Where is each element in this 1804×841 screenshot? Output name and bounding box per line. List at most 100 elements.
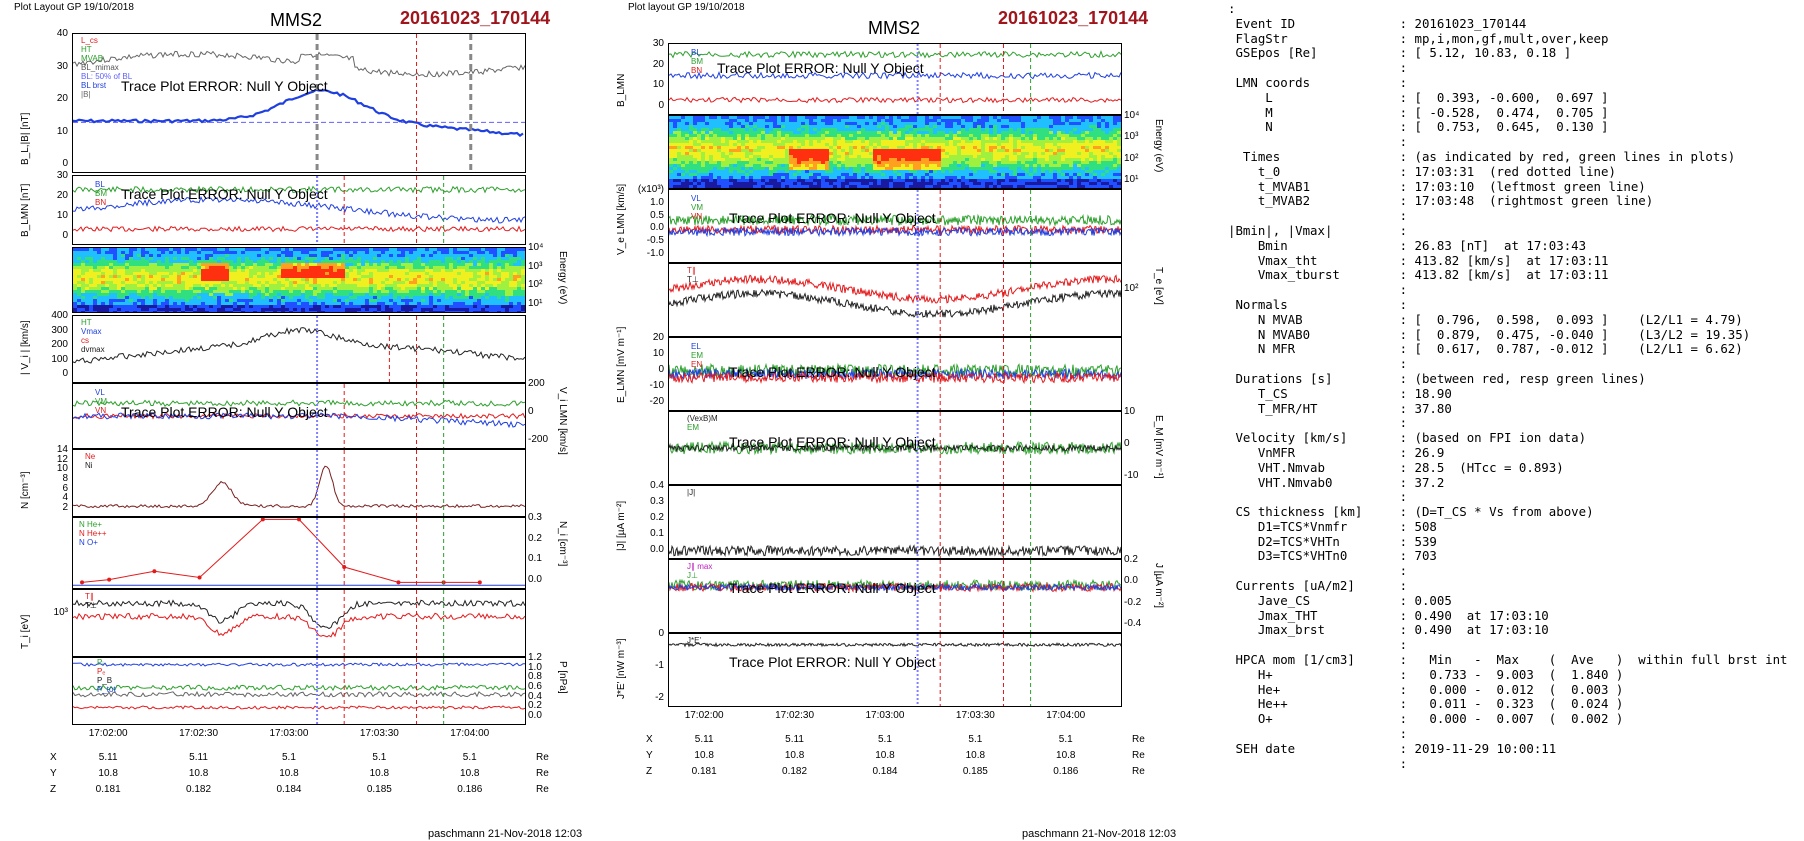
spectrogram-cell [981, 167, 985, 170]
spectrogram-cell [953, 128, 957, 131]
spectrogram-cell [1009, 134, 1013, 137]
legend-item: T⊥ [85, 601, 97, 610]
spectrogram-cell [829, 170, 833, 173]
spectrogram-cell [405, 254, 409, 257]
spectrogram-cell [481, 269, 485, 272]
spectrogram-cell [437, 296, 441, 299]
spectrogram-cell [481, 251, 485, 254]
spectrogram-cell [973, 173, 977, 176]
spectrogram-cell [121, 311, 125, 312]
spectrogram-cell [237, 287, 241, 290]
spectrogram-cell [513, 254, 517, 257]
spectrogram-cell [765, 152, 769, 155]
spectrogram-cell [189, 299, 193, 302]
spectrogram-cell [393, 299, 397, 302]
spectrogram-cell [253, 269, 257, 272]
spectrogram-cell [273, 260, 277, 263]
spectrogram-cell [493, 287, 497, 290]
spectrogram-cell [341, 266, 345, 269]
spectrogram-cell [77, 263, 81, 266]
spectrogram-cell [441, 269, 445, 272]
spectrogram-cell [401, 302, 405, 305]
spectrogram-cell [973, 116, 977, 119]
spectrogram-cell [693, 140, 697, 143]
spectrogram-cell [789, 122, 793, 125]
spectrogram-cell [353, 251, 357, 254]
spectrogram-cell [473, 269, 477, 272]
spectrogram-cell [901, 155, 905, 158]
spectrogram-cell [349, 287, 353, 290]
spectrogram-cell [977, 134, 981, 137]
mid-layout-label: Plot layout GP 19/10/2018 [628, 2, 745, 13]
spectrogram-cell [697, 122, 701, 125]
spectrogram-cell [125, 278, 129, 281]
spectrogram-cell [893, 161, 897, 164]
spectrogram-cell [261, 272, 265, 275]
spectrogram-cell [837, 173, 841, 176]
spectrogram-cell [117, 287, 121, 290]
spectrogram-cell [293, 284, 297, 287]
spectrogram-cell [717, 125, 721, 128]
spectrogram-cell [821, 134, 825, 137]
spectrogram-cell [1117, 155, 1121, 158]
spectrogram-cell [433, 272, 437, 275]
spectrogram-cell [305, 263, 309, 266]
spectrogram-cell [453, 284, 457, 287]
spectrogram-cell [509, 251, 513, 254]
left-panel-hpca-density: N He+ N He++ N O+ [72, 517, 526, 589]
spectrogram-cell [773, 176, 777, 179]
spectrogram-cell [485, 305, 489, 308]
spectrogram-cell [317, 308, 321, 311]
spectrogram-cell [309, 248, 313, 251]
spectrogram-cell [841, 167, 845, 170]
spectrogram-cell [453, 311, 457, 312]
spectrogram-cell [881, 149, 885, 152]
spectrogram-cell [921, 170, 925, 173]
spectrogram-cell [261, 263, 265, 266]
spectrogram-cell [205, 284, 209, 287]
spectrogram-cell [329, 263, 333, 266]
spectrogram-cell [973, 143, 977, 146]
spectrogram-cell [865, 119, 869, 122]
spectrogram-cell [129, 296, 133, 299]
spectrogram-cell [261, 308, 265, 311]
spectrogram-cell [421, 305, 425, 308]
spectrogram-cell [325, 278, 329, 281]
spectrogram-cell [1113, 143, 1117, 146]
spectrogram-cell [1073, 131, 1077, 134]
spectrogram-cell [845, 122, 849, 125]
spectrogram-cell [457, 299, 461, 302]
spectrogram-cell [741, 122, 745, 125]
spectrogram-cell [673, 146, 677, 149]
spectrogram-cell [309, 284, 313, 287]
spectrogram-cell [937, 137, 941, 140]
spectrogram-cell [837, 143, 841, 146]
spectrogram-cell [1097, 122, 1101, 125]
spectrogram-cell [289, 269, 293, 272]
spectrogram-cell [317, 281, 321, 284]
spectrogram-cell [505, 278, 509, 281]
spectrogram-cell [185, 266, 189, 269]
spectrogram-cell [93, 263, 97, 266]
spectrogram-cell [861, 131, 865, 134]
spectrogram-cell [953, 122, 957, 125]
spectrogram-cell [901, 140, 905, 143]
spectrogram-cell [233, 296, 237, 299]
spectrogram-cell [1057, 176, 1061, 179]
spectrogram-cell [1025, 116, 1029, 119]
spectrogram-cell [433, 299, 437, 302]
spectrogram-cell [677, 140, 681, 143]
spectrogram-cell [1001, 128, 1005, 131]
spectrogram-cell [181, 284, 185, 287]
spectrogram-cell [849, 116, 853, 119]
spectrogram-cell [745, 170, 749, 173]
spectrogram-cell [793, 146, 797, 149]
spectrogram-cell [181, 269, 185, 272]
spectrogram-cell [409, 263, 413, 266]
spectrogram-cell [273, 266, 277, 269]
spectrogram-cell [993, 164, 997, 167]
spectrogram-cell [321, 281, 325, 284]
spectrogram-cell [453, 308, 457, 311]
spectrogram-cell [869, 131, 873, 134]
spectrogram-cell [769, 116, 773, 119]
